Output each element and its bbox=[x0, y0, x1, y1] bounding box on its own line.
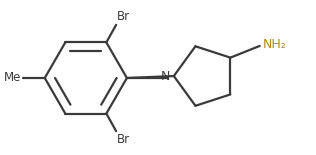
Text: NH₂: NH₂ bbox=[263, 38, 286, 51]
Text: Me: Me bbox=[4, 71, 21, 84]
Text: N: N bbox=[161, 70, 170, 82]
Text: Br: Br bbox=[117, 10, 130, 23]
Text: Br: Br bbox=[117, 133, 130, 146]
